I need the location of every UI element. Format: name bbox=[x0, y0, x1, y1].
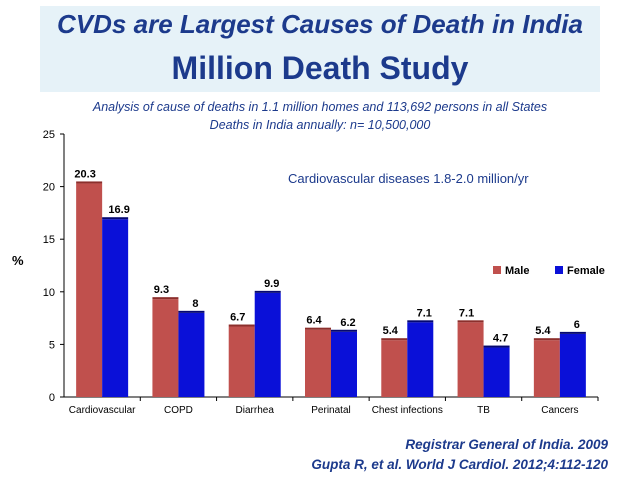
study-description-line-1: Analysis of cause of deaths in 1.1 milli… bbox=[92, 100, 548, 114]
male-legend-swatch bbox=[493, 266, 501, 274]
female-bar bbox=[559, 333, 586, 397]
male-bar-top bbox=[381, 338, 408, 341]
title-banner bbox=[40, 6, 600, 92]
female-bar-top bbox=[254, 290, 281, 293]
female-bar-top bbox=[102, 217, 129, 220]
data-label: 9.9 bbox=[264, 278, 279, 290]
x-tick-label: Perinatal bbox=[311, 405, 350, 416]
data-label: 4.7 bbox=[493, 333, 508, 345]
x-tick-label: TB bbox=[477, 405, 490, 416]
study-description-line-2: Deaths in India annually: n= 10,500,000 bbox=[209, 118, 431, 132]
y-tick-label: 0 bbox=[49, 392, 55, 404]
source-line-2: Gupta R, et al. World J Cardiol. 2012;4:… bbox=[311, 457, 608, 472]
source-line-1: Registrar General of India. 2009 bbox=[405, 437, 608, 452]
data-label: 8 bbox=[192, 298, 198, 310]
cvd-annotation: Cardiovascular diseases 1.8-2.0 million/… bbox=[288, 171, 529, 186]
data-label: 5.4 bbox=[383, 325, 399, 337]
female-bar bbox=[483, 347, 510, 397]
x-tick-label: Cancers bbox=[541, 405, 578, 416]
data-label: 7.1 bbox=[417, 307, 432, 319]
data-label: 6.7 bbox=[230, 312, 245, 324]
female-bar bbox=[254, 292, 281, 397]
female-bar bbox=[178, 312, 205, 397]
y-tick-label: 10 bbox=[43, 287, 55, 299]
male-bar bbox=[152, 299, 179, 397]
y-axis-label: % bbox=[12, 253, 24, 268]
data-label: 6.4 bbox=[306, 315, 322, 327]
data-label: 6 bbox=[574, 319, 580, 331]
x-tick-label: Chest infections bbox=[372, 405, 443, 416]
male-bar bbox=[533, 340, 560, 397]
x-tick-label: COPD bbox=[164, 405, 193, 416]
x-tick-label: Diarrhea bbox=[236, 405, 275, 416]
x-tick-label: Cardiovascular bbox=[69, 405, 136, 416]
male-legend-label: Male bbox=[505, 265, 529, 277]
y-tick-label: 5 bbox=[49, 339, 55, 351]
data-label: 6.2 bbox=[340, 317, 355, 329]
male-bar bbox=[457, 322, 484, 397]
female-bar bbox=[331, 331, 357, 397]
male-bar bbox=[381, 340, 408, 397]
male-bar bbox=[305, 329, 331, 397]
data-label: 9.3 bbox=[154, 284, 169, 296]
study-description: Analysis of cause of deaths in 1.1 milli… bbox=[40, 98, 600, 134]
female-bar-top bbox=[178, 310, 205, 313]
male-bar bbox=[76, 183, 103, 397]
female-legend-label: Female bbox=[567, 265, 605, 277]
page-title: CVDs are Largest Causes of Death in Indi… bbox=[57, 9, 583, 39]
y-tick-label: 20 bbox=[43, 182, 55, 194]
female-bar-top bbox=[331, 329, 357, 332]
male-bar bbox=[228, 326, 255, 397]
male-bar-top bbox=[152, 297, 179, 300]
female-bar-top bbox=[559, 331, 586, 334]
male-bar-top bbox=[228, 324, 255, 327]
female-bar-top bbox=[483, 345, 510, 348]
data-label: 7.1 bbox=[459, 307, 474, 319]
female-bar bbox=[102, 219, 129, 397]
male-bar-top bbox=[76, 181, 103, 184]
data-label: 16.9 bbox=[108, 204, 129, 216]
female-legend-swatch bbox=[555, 266, 563, 274]
data-label: 20.3 bbox=[74, 168, 95, 180]
female-bar-top bbox=[407, 320, 434, 323]
male-bar-top bbox=[533, 338, 560, 341]
data-label: 5.4 bbox=[535, 325, 551, 337]
male-bar-top bbox=[305, 327, 331, 330]
y-tick-label: 15 bbox=[43, 234, 55, 246]
y-tick-label: 25 bbox=[43, 129, 55, 141]
source-citation: Registrar General of India. 2009 Gupta R… bbox=[311, 435, 608, 475]
page-subtitle: Million Death Study bbox=[171, 50, 469, 86]
male-bar-top bbox=[457, 320, 484, 323]
female-bar bbox=[407, 322, 434, 397]
